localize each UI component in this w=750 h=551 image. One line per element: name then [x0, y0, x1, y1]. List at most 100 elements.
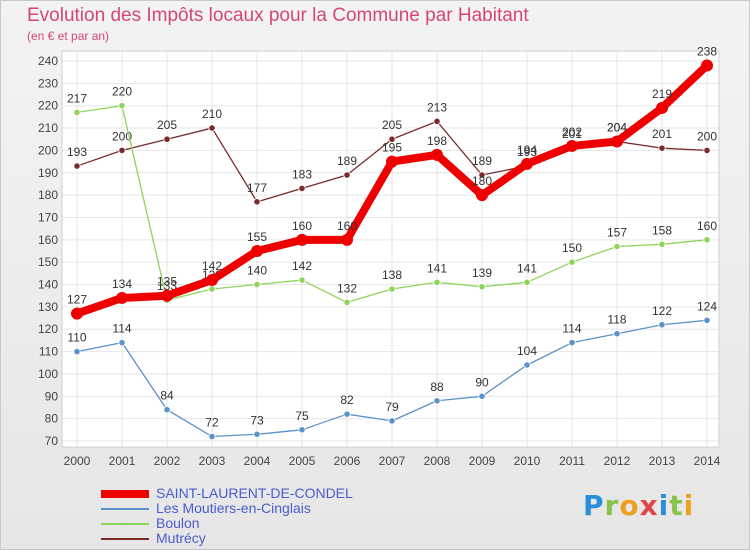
data-point [253, 280, 261, 289]
y-tick-label: 170 [38, 210, 58, 224]
data-point [163, 406, 171, 414]
y-tick-label: 240 [38, 54, 58, 68]
x-tick-label: 2008 [424, 454, 451, 468]
data-label: 204 [607, 120, 627, 134]
data-label: 124 [697, 299, 717, 313]
y-tick-label: 80 [45, 412, 59, 426]
x-tick-label: 2001 [109, 454, 136, 468]
data-label: 200 [112, 129, 132, 143]
data-point [161, 289, 173, 302]
data-label: 189 [472, 154, 492, 168]
y-tick-label: 230 [38, 76, 58, 90]
data-label: 193 [517, 145, 537, 159]
data-label: 141 [427, 261, 447, 275]
x-tick-label: 2014 [694, 454, 721, 468]
data-label: 205 [382, 118, 402, 132]
data-label: 160 [697, 219, 717, 233]
data-point [431, 148, 443, 161]
data-label: 82 [340, 393, 354, 407]
data-point [343, 171, 351, 179]
data-label: 140 [247, 264, 267, 278]
data-point [341, 233, 353, 246]
data-label: 118 [607, 313, 626, 327]
y-tick-label: 210 [38, 121, 58, 135]
data-label: 114 [562, 322, 581, 336]
data-point [568, 258, 576, 266]
y-tick-label: 70 [45, 434, 59, 448]
chart-title: Evolution des Impôts locaux pour la Comm… [27, 5, 529, 26]
data-point [298, 426, 306, 434]
data-point [208, 124, 216, 132]
data-label: 201 [652, 127, 672, 141]
data-label: 220 [112, 85, 132, 99]
chart-subtitle: (en € et par an) [27, 29, 110, 43]
x-tick-label: 2002 [154, 454, 181, 468]
data-point [613, 242, 621, 251]
data-point [253, 198, 261, 206]
data-point [388, 135, 396, 143]
data-label: 217 [67, 91, 87, 105]
data-point [658, 144, 666, 152]
y-tick-label: 220 [38, 99, 58, 113]
data-label: 135 [157, 275, 177, 289]
x-tick-label: 2004 [244, 454, 271, 468]
data-point [118, 146, 126, 155]
data-point [251, 245, 263, 257]
data-point [703, 316, 711, 324]
data-point [433, 397, 441, 405]
y-tick-label: 140 [38, 278, 58, 292]
data-point [613, 330, 621, 338]
data-point [208, 285, 216, 293]
data-label: 104 [517, 344, 537, 358]
y-tick-label: 130 [38, 300, 58, 314]
data-label: 200 [697, 129, 717, 143]
data-point [703, 146, 711, 155]
data-label: 180 [472, 174, 492, 188]
data-point [71, 307, 83, 320]
data-point [73, 162, 81, 170]
legend-label: Les Moutiers-en-Cinglais [156, 500, 311, 516]
data-point [388, 417, 396, 425]
x-tick-label: 2011 [559, 454, 585, 468]
data-label: 127 [67, 293, 87, 307]
data-point [343, 410, 351, 418]
y-tick-label: 200 [38, 143, 58, 157]
data-label: 183 [292, 167, 312, 181]
data-label: 75 [295, 409, 309, 423]
data-label: 142 [292, 259, 312, 273]
data-label: 134 [112, 277, 132, 291]
data-label: 73 [250, 413, 264, 427]
plot-border [61, 50, 720, 448]
legend-swatch [101, 538, 149, 540]
x-tick-label: 2006 [334, 454, 361, 468]
data-label: 157 [607, 226, 627, 240]
data-point [388, 285, 396, 293]
x-tick-label: 2007 [379, 454, 406, 468]
y-tick-label: 110 [39, 345, 58, 359]
legend-swatch [101, 523, 149, 525]
data-point [118, 102, 126, 110]
data-label: 90 [475, 375, 489, 389]
data-label: 210 [202, 107, 222, 121]
legend-swatch [101, 508, 149, 510]
x-tick-label: 2010 [514, 454, 541, 468]
data-point [433, 117, 441, 125]
y-tick-label: 100 [38, 367, 58, 381]
data-label: 155 [247, 230, 267, 244]
data-label: 198 [427, 134, 447, 148]
proxiti-logo: Proxiti [583, 489, 695, 522]
x-tick-label: 2003 [199, 454, 226, 468]
data-point [208, 432, 216, 441]
data-point [478, 283, 486, 291]
data-label: 110 [67, 331, 86, 345]
data-label: 132 [337, 281, 357, 295]
data-point [73, 108, 81, 117]
data-point [298, 276, 306, 284]
data-point [523, 278, 531, 286]
data-point [658, 321, 666, 329]
data-point [478, 392, 486, 400]
y-tick-label: 160 [38, 233, 58, 247]
data-label: 158 [652, 223, 672, 237]
data-point [568, 339, 576, 347]
